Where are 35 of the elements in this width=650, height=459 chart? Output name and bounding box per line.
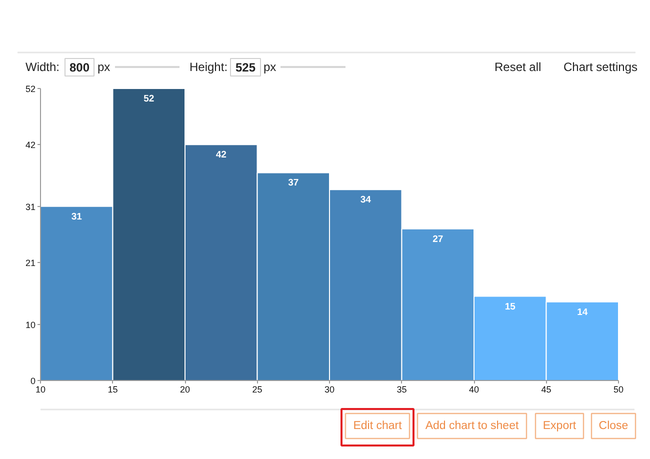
text: Reset all: [494, 60, 542, 74]
y-tick-label: 21: [25, 258, 36, 268]
text: Edit chart: [353, 420, 403, 432]
y-tick-label: 42: [25, 140, 36, 150]
x-tick-label: 40: [468, 384, 480, 394]
text: Height:: [190, 60, 228, 74]
text: Width:: [26, 60, 60, 74]
data-label: 52: [144, 94, 154, 104]
text: 525: [235, 60, 256, 74]
data-label: 15: [504, 301, 516, 312]
x-tick-label: 20: [180, 384, 190, 394]
text: Chart settings: [564, 60, 638, 74]
y-tick-label: 31: [25, 202, 36, 212]
data-label: 34: [360, 194, 372, 206]
data-label: 14: [577, 306, 588, 318]
text: Export: [542, 420, 577, 432]
x-tick-label: 50: [613, 384, 624, 394]
x-tick-label: 35: [396, 384, 407, 394]
text: Close: [598, 420, 628, 432]
data-label: 27: [432, 234, 444, 245]
data-label: 37: [288, 178, 299, 189]
y-tick-label: 10: [25, 320, 36, 330]
x-tick-label: 45: [541, 384, 552, 394]
y-tick-label: 52: [25, 84, 36, 94]
data-label: 42: [216, 150, 226, 161]
x-tick-label: 30: [324, 384, 335, 394]
x-tick-label: 10: [35, 384, 46, 394]
x-tick-label: 15: [108, 384, 118, 394]
text: 800: [69, 60, 90, 74]
text: px: [98, 60, 110, 74]
data-label: 31: [71, 211, 83, 222]
y-tick-label: 0: [30, 376, 36, 386]
x-tick-label: 25: [252, 384, 262, 394]
text: px: [264, 60, 276, 74]
text: Add chart to sheet: [425, 420, 520, 432]
